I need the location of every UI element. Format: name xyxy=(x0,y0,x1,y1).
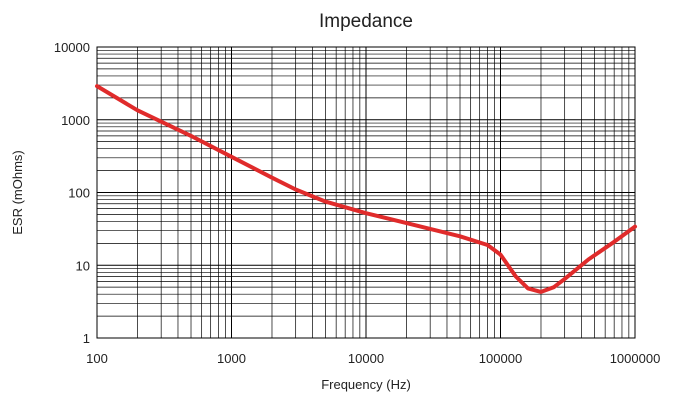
plot-frame xyxy=(96,46,636,339)
y-axis-label: ESR (mOhms) xyxy=(10,150,25,235)
x-tick-label: 10000 xyxy=(348,351,384,366)
x-axis-label: Frequency (Hz) xyxy=(321,377,411,392)
x-tick-label: 100 xyxy=(86,351,108,366)
y-axis-ticks: 1 10 100 1000 10000 xyxy=(54,40,90,346)
x-tick-label: 1000 xyxy=(217,351,246,366)
esr-series-line xyxy=(95,84,637,294)
y-tick-label: 1 xyxy=(83,331,90,346)
series-layer xyxy=(95,84,637,294)
x-tick-label: 1000000 xyxy=(610,351,661,366)
x-tick-label: 100000 xyxy=(479,351,522,366)
y-tick-label: 100 xyxy=(68,186,90,201)
y-tick-label: 10000 xyxy=(54,40,90,55)
x-axis-ticks: 100 1000 10000 100000 1000000 xyxy=(86,351,660,366)
y-tick-label: 10 xyxy=(76,258,90,273)
y-tick-label: 1000 xyxy=(61,113,90,128)
chart-title: Impedance xyxy=(319,11,413,32)
chart-grid xyxy=(96,47,635,339)
